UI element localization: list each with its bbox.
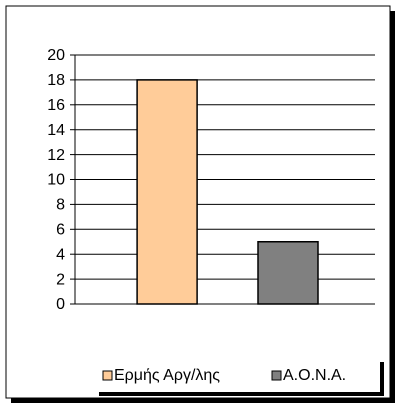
legend-box bbox=[95, 358, 380, 392]
y-tick-label: 16 bbox=[47, 97, 65, 114]
bar bbox=[257, 241, 319, 305]
chart-frame bbox=[5, 5, 391, 399]
y-tick-label: 14 bbox=[47, 122, 65, 139]
y-tick-label: 4 bbox=[56, 246, 65, 263]
y-tick-label: 2 bbox=[56, 271, 65, 288]
legend-swatch bbox=[102, 370, 113, 381]
legend-label: Α.Ο.Ν.Α. bbox=[283, 367, 346, 384]
bar bbox=[136, 79, 198, 305]
y-tick-label: 6 bbox=[56, 222, 65, 239]
y-tick-label: 18 bbox=[47, 72, 65, 89]
legend-label: Ερμής Αργ/λης bbox=[114, 367, 220, 384]
legend-swatch bbox=[271, 370, 282, 381]
y-tick-label: 8 bbox=[56, 197, 65, 214]
y-tick-label: 0 bbox=[56, 296, 65, 313]
y-tick-label: 20 bbox=[47, 47, 65, 64]
y-tick-label: 12 bbox=[47, 147, 65, 164]
y-tick-label: 10 bbox=[47, 172, 65, 189]
